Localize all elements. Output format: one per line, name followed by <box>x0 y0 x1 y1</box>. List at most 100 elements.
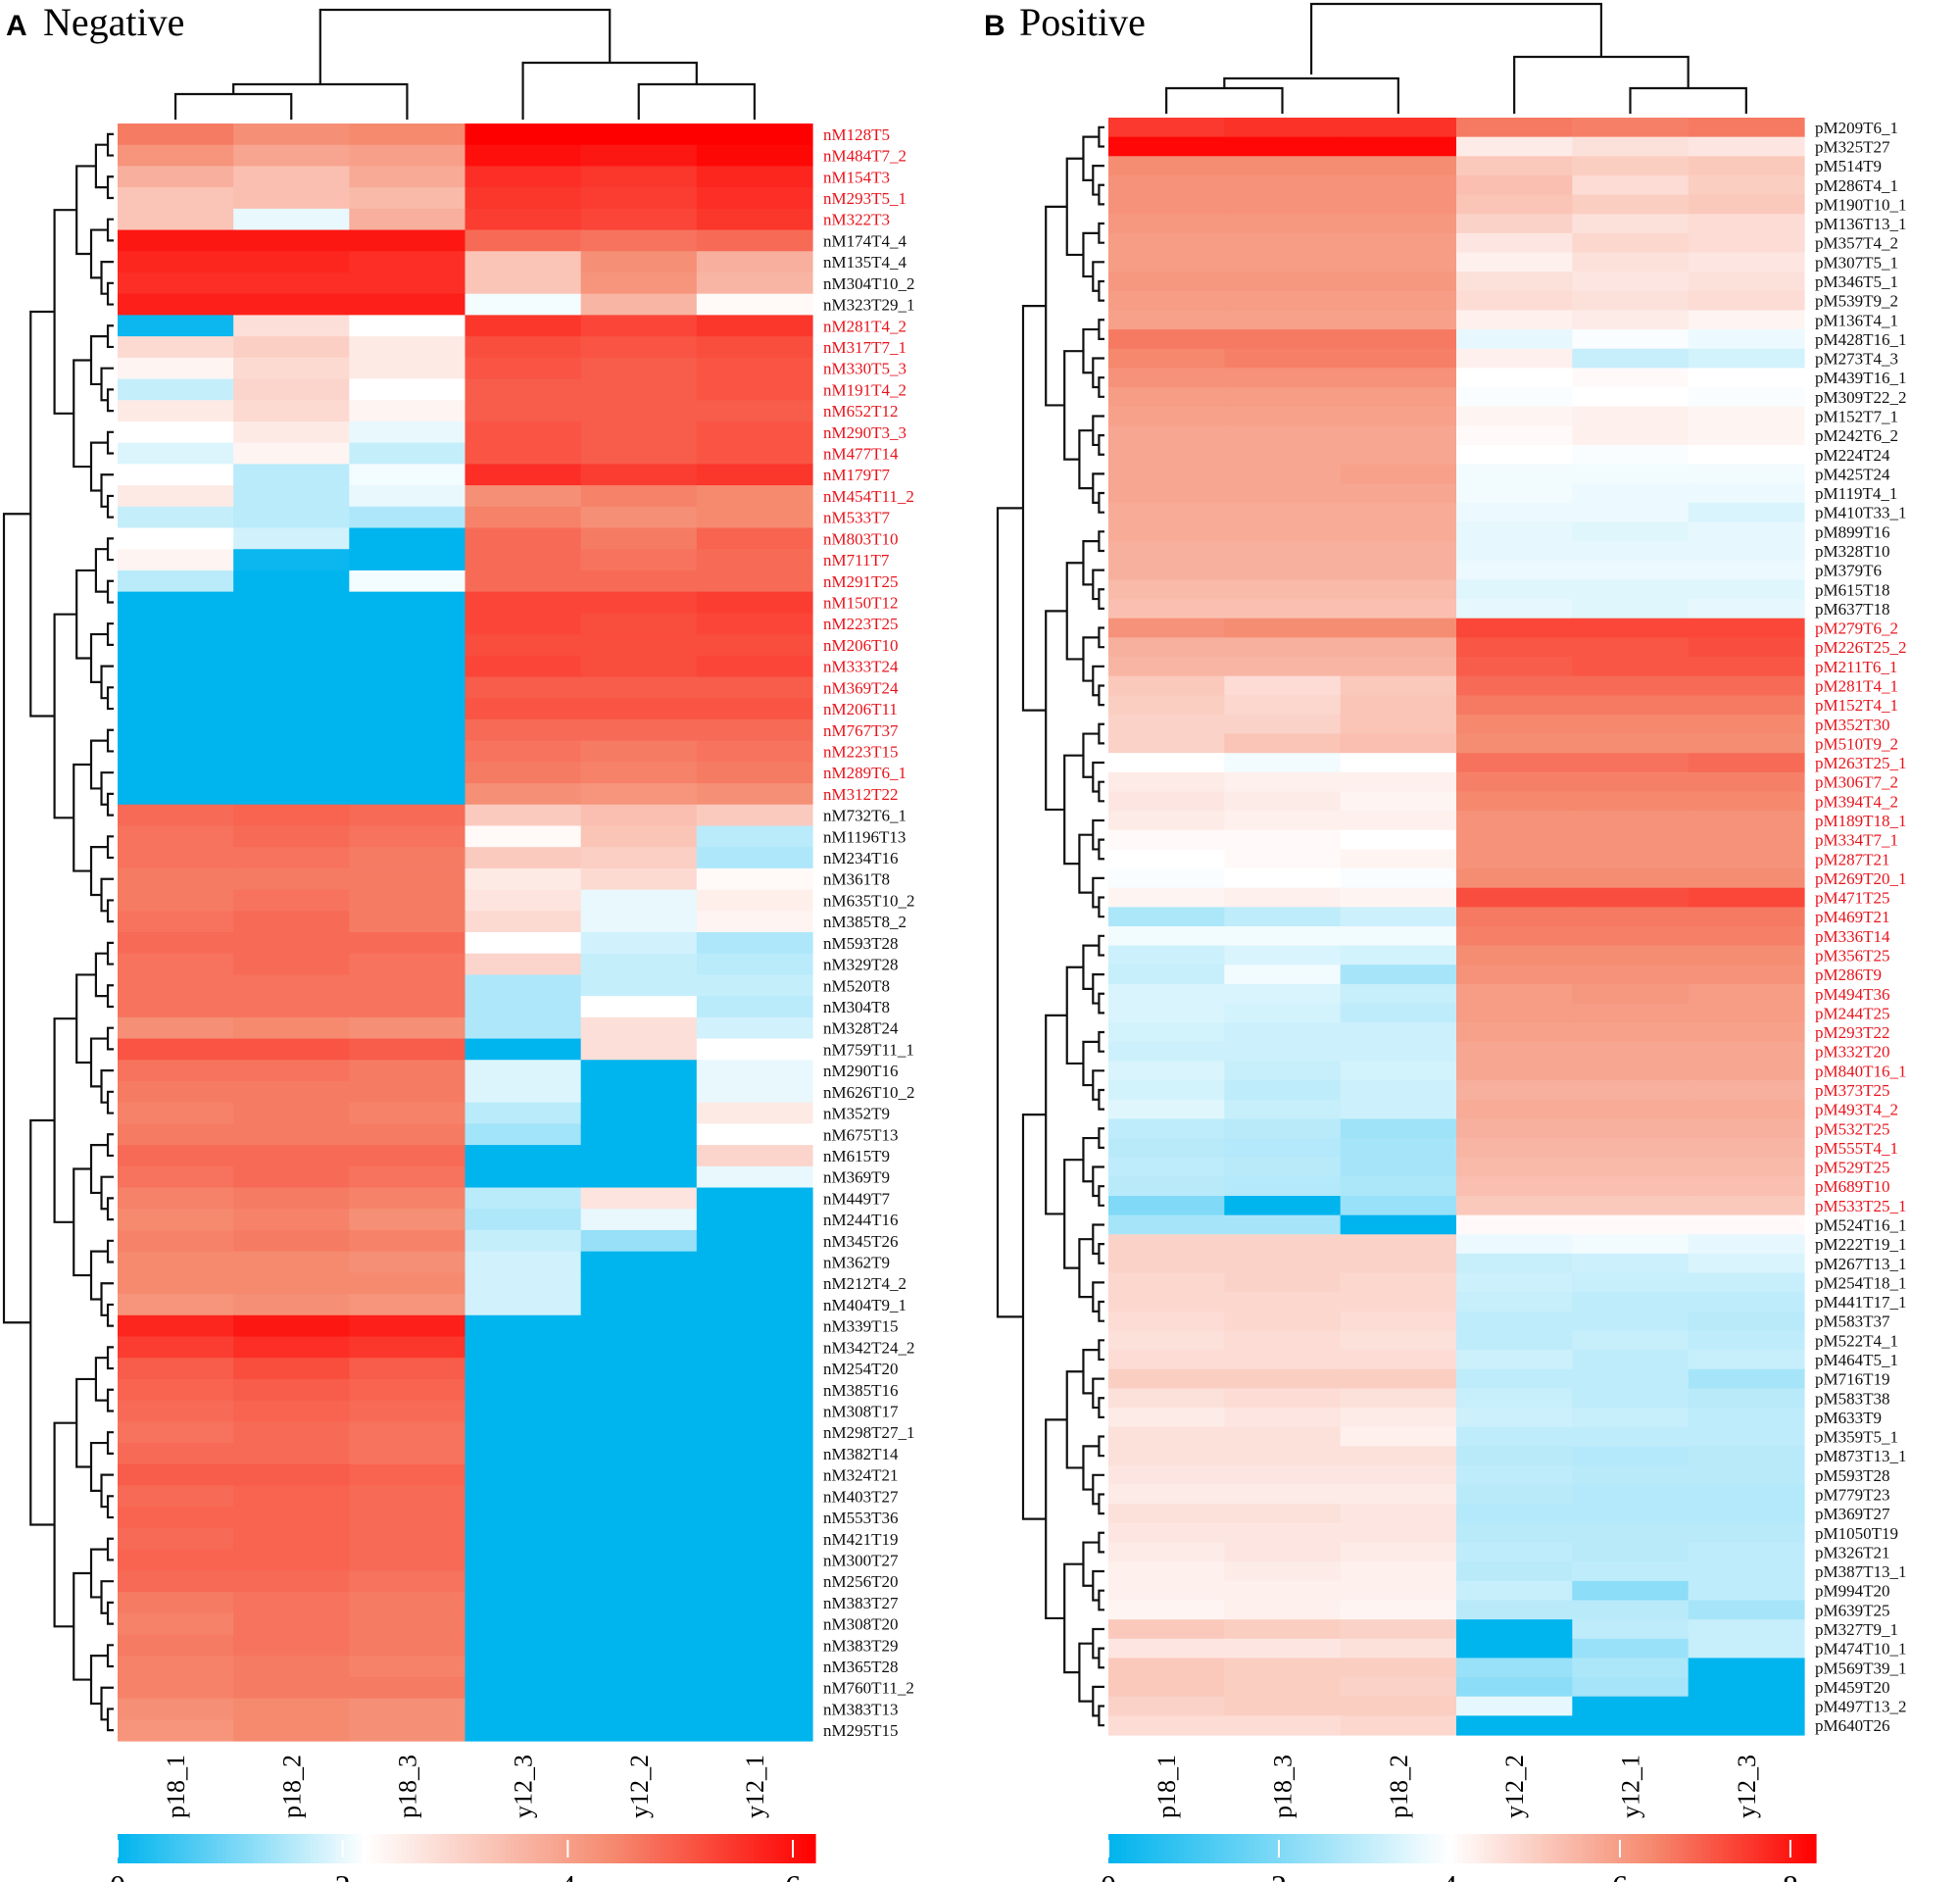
colorbar-segment <box>1457 1834 1463 1863</box>
colorbar-segment <box>518 1834 524 1863</box>
dendrogram-branch <box>1309 2 1603 74</box>
heatmap-cell <box>233 1485 350 1508</box>
heatmap-cell <box>233 1102 350 1124</box>
row-label: pM356T25 <box>1815 946 1890 965</box>
heatmap-cell <box>1224 329 1342 350</box>
heatmap-cell <box>233 1187 350 1210</box>
colorbar-segment <box>1391 1834 1396 1863</box>
heatmap-cell <box>465 1507 582 1529</box>
heatmap-cell <box>233 1719 350 1742</box>
heatmap-cell <box>1340 791 1457 812</box>
row-label: pM346T5_1 <box>1815 272 1898 291</box>
heatmap-cell <box>349 1549 466 1571</box>
colorbar-segment <box>549 1834 555 1863</box>
heatmap-cell <box>1456 1504 1573 1524</box>
dendrogram-branch <box>89 1655 109 1706</box>
heatmap-cell <box>1688 1176 1805 1197</box>
heatmap-cell <box>465 1656 582 1678</box>
heatmap-cell <box>1108 1253 1225 1274</box>
heatmap-cell <box>1224 637 1342 658</box>
heatmap-cell <box>1456 118 1573 138</box>
heatmap-cell <box>696 124 813 146</box>
heatmap-cell <box>1224 1696 1342 1716</box>
heatmap-cell <box>1456 887 1573 908</box>
heatmap-cell <box>1224 521 1342 542</box>
heatmap-cell <box>233 932 350 955</box>
heatmap-cell <box>1572 1272 1690 1293</box>
heatmap-cell <box>1108 464 1225 484</box>
heatmap-cell <box>580 1187 698 1210</box>
row-label: pM379T6 <box>1815 562 1882 580</box>
heatmap-cell <box>1572 771 1690 793</box>
heatmap-cell <box>1340 1658 1457 1678</box>
row-label: pM327T9_1 <box>1815 1620 1898 1639</box>
row-label: pM357T4_2 <box>1815 234 1898 253</box>
row-label: pM244T25 <box>1815 1004 1890 1022</box>
heatmap-cell <box>1340 1715 1457 1736</box>
colorbar-segment <box>396 1834 402 1863</box>
heatmap-cell <box>1456 464 1573 484</box>
heatmap-cell <box>1572 753 1690 773</box>
heatmap-cell <box>1688 1658 1805 1678</box>
colorbar-segment <box>1232 1834 1238 1863</box>
colorbar-segment <box>1493 1834 1498 1863</box>
colorbar-segment <box>1387 1834 1393 1863</box>
heatmap-cell <box>696 272 813 295</box>
heatmap-cell <box>1456 406 1573 426</box>
heatmap-cell <box>118 634 234 657</box>
colorbar-segment <box>632 1834 638 1863</box>
heatmap-cell <box>1224 1619 1342 1640</box>
heatmap-cell <box>696 1251 813 1273</box>
heatmap-cell <box>696 825 813 848</box>
heatmap-cell <box>696 1463 813 1487</box>
row-label: pM637T18 <box>1815 600 1890 619</box>
colorbar-segment <box>1343 1834 1348 1863</box>
heatmap-cell <box>1456 232 1573 254</box>
heatmap-cell <box>1224 174 1342 196</box>
heatmap-cell <box>1340 118 1457 138</box>
heatmap-cell <box>1688 1465 1805 1486</box>
heatmap-cell <box>1340 1465 1457 1486</box>
heatmap-cell <box>233 187 350 210</box>
colorbar-segment <box>1396 1834 1401 1863</box>
heatmap-cell <box>1572 618 1690 638</box>
row-label: nM244T16 <box>823 1211 899 1229</box>
colorbar-segment <box>793 1834 799 1863</box>
heatmap-cell <box>1108 252 1225 272</box>
colorbar-segment <box>165 1834 171 1863</box>
heatmap-cell <box>1224 136 1342 157</box>
heatmap-cell <box>233 953 350 976</box>
heatmap-cell <box>1688 1446 1805 1466</box>
dendrogram-branch <box>1098 780 1104 803</box>
heatmap-cell <box>1224 714 1342 735</box>
colorbar-segment <box>1788 1834 1795 1863</box>
heatmap-cell <box>1456 1157 1573 1177</box>
heatmap-cell <box>580 336 698 359</box>
heatmap-cell <box>233 1592 350 1614</box>
heatmap-cell <box>1224 965 1342 985</box>
heatmap-cell <box>1688 1504 1805 1524</box>
heatmap-cell <box>1456 829 1573 851</box>
row-label: nM291T25 <box>823 572 899 591</box>
dendrogram-branch <box>29 310 55 718</box>
colorbar-segment <box>170 1834 175 1863</box>
dendrogram-branch <box>1082 636 1100 682</box>
row-label: pM136T4_1 <box>1815 311 1898 329</box>
colorbar-segment <box>1656 1834 1662 1863</box>
heatmap-cell <box>1224 232 1342 254</box>
heatmap-cell <box>349 229 466 252</box>
colorbar-segment <box>579 1834 585 1863</box>
heatmap-cell <box>1340 406 1457 426</box>
heatmap-cell <box>118 251 234 273</box>
heatmap-cell <box>1340 579 1457 600</box>
column-label: p18_3 <box>1269 1755 1298 1818</box>
heatmap-cell <box>1688 1696 1805 1716</box>
colorbar-segment <box>1170 1834 1176 1863</box>
heatmap-cell <box>1572 1561 1690 1582</box>
row-label: nM382T14 <box>823 1445 899 1463</box>
heatmap-cell <box>696 1634 813 1657</box>
heatmap-cell <box>1108 1157 1225 1177</box>
colorbar-segment <box>1373 1834 1379 1863</box>
heatmap-cell <box>1108 1561 1225 1582</box>
heatmap-cell <box>349 1698 466 1720</box>
